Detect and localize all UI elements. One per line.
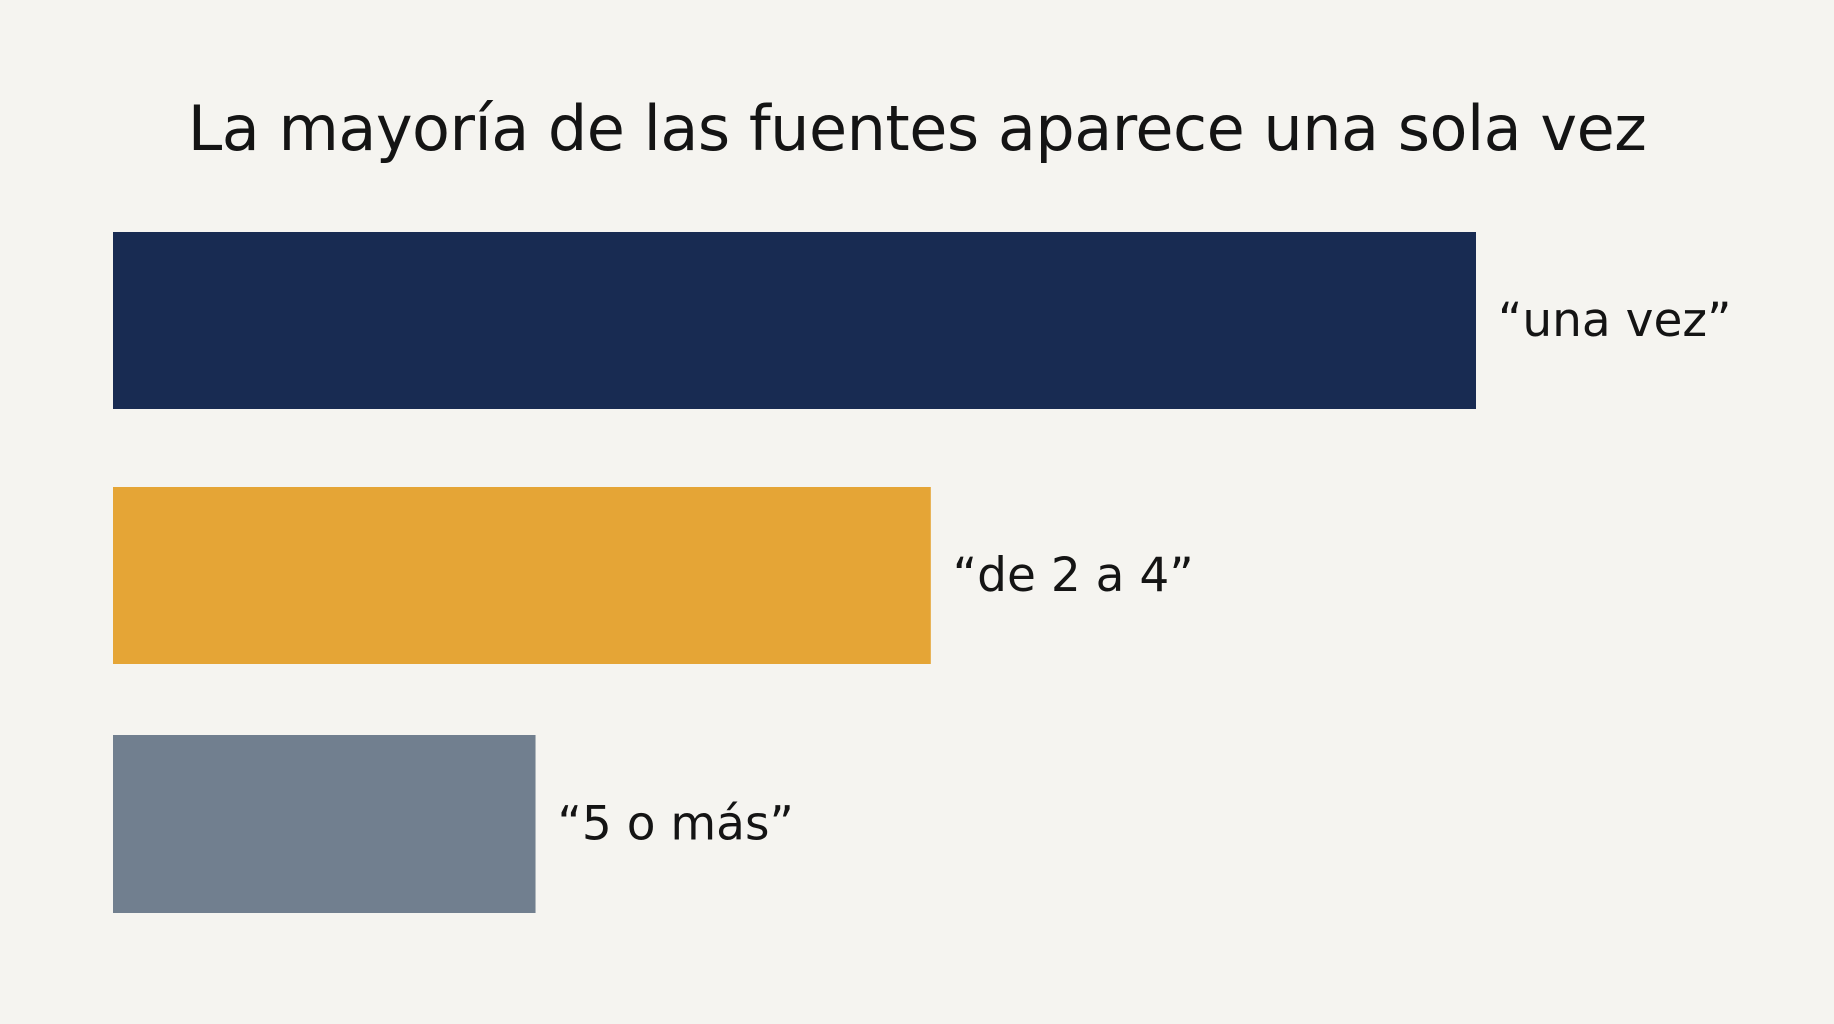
bar-3 xyxy=(113,735,536,913)
bar-label-2: “de 2 a 4” xyxy=(953,548,1194,603)
bar-2 xyxy=(113,487,931,664)
bar-label-1: “una vez” xyxy=(1498,293,1731,348)
chart-title: La mayoría de las fuentes aparece una so… xyxy=(187,92,1647,165)
bar-1 xyxy=(113,232,1476,409)
bar-label-3: “5 o más” xyxy=(558,797,794,852)
